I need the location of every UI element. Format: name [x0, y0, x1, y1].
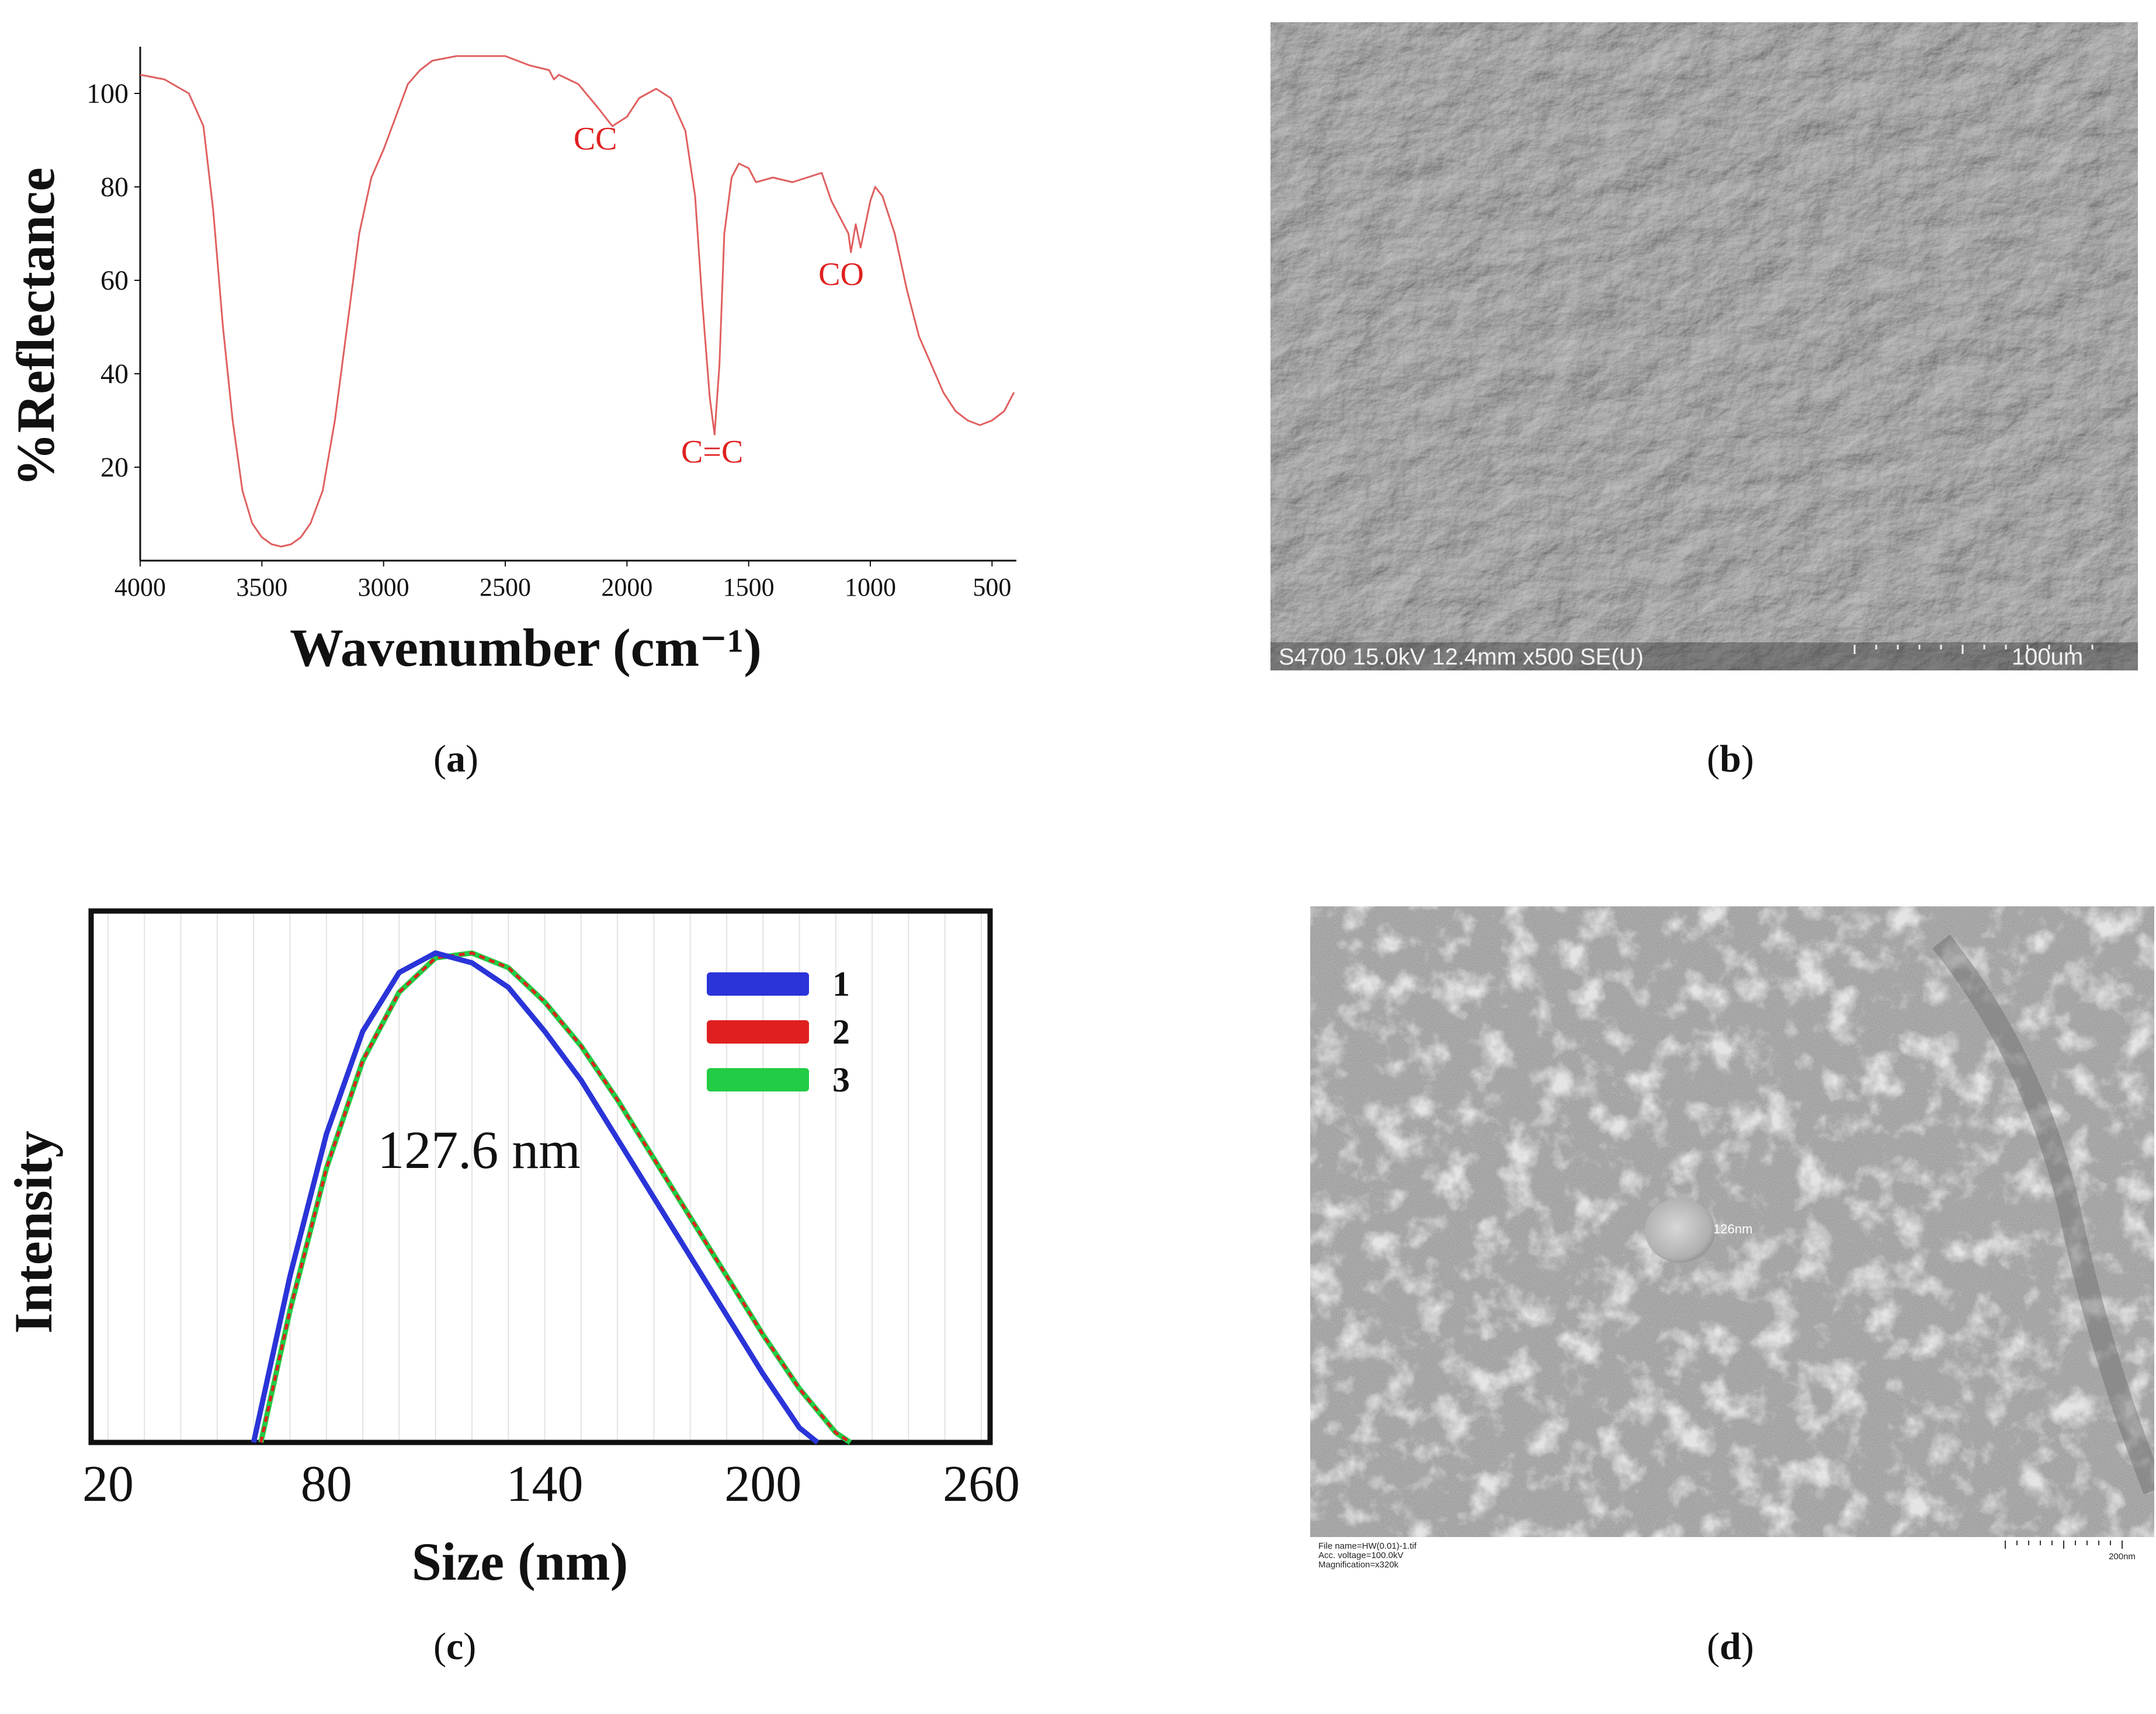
tem-particle: [1645, 1198, 1715, 1263]
dls-legend-label-3: 3: [832, 1061, 850, 1099]
ftir-x-tick-label: 2500: [480, 573, 531, 602]
ftir-x-tick-label: 3000: [358, 573, 409, 602]
dls-legend-swatch-3: [707, 1068, 809, 1091]
dls-chart: 20 80 140 200 260 1 2 3 Intensity Size (nm) 127…: [4, 908, 1020, 1591]
tem-mag-line: Magnification=x320k: [1318, 1560, 1399, 1570]
tem-texture: 126nm File name=HW(0.01)-1.tif Acc. volt…: [1310, 906, 2154, 1578]
dls-xlabel: Size (nm): [412, 1532, 628, 1591]
panel-d-caption: (d): [1707, 1625, 1754, 1668]
ftir-y-tick-label: 80: [100, 172, 129, 203]
dls-plot-frame: [88, 908, 993, 1445]
tem-file-line: File name=HW(0.01)-1.tif: [1318, 1541, 1417, 1551]
sem-scale-label: 100um: [2012, 644, 2083, 670]
ftir-xlabel: Wavenumber (cm⁻¹): [290, 618, 762, 677]
dls-legend-swatch-1: [707, 972, 809, 996]
sem-texture: S4700 15.0kV 12.4mm x500 SE(U) 100um: [1270, 22, 2138, 670]
tem-particle-label: 126nm: [1713, 1222, 1752, 1236]
ftir-chart: 4000 3500 3000 2500 2000 1500 1000 500 20 40 60 80 1…: [6, 47, 1016, 677]
dls-x-tick-label: 260: [943, 1456, 1020, 1513]
sem-scale-bar: [1853, 645, 2093, 654]
dls-x-tick-label: 140: [506, 1456, 584, 1513]
panel-c-dls: 20 80 140 200 260 1 2 3 Intensity Size (nm) 127…: [0, 864, 1040, 1612]
dls-series-2-line: [259, 951, 852, 1444]
ftir-spectrum-line: [140, 55, 1015, 548]
tem-scale-label: 200nm: [2109, 1552, 2136, 1562]
ftir-x-tick-label: 500: [973, 573, 1011, 602]
dls-legend-swatch-2: [707, 1020, 809, 1044]
dls-x-tick-label: 80: [301, 1456, 352, 1513]
panel-c-caption: (c): [433, 1625, 477, 1668]
tem-image: 126nm File name=HW(0.01)-1.tif Acc. volt…: [1310, 906, 2154, 1578]
ftir-x-tick-label: 4000: [114, 573, 166, 602]
ftir-x-tick-label: 1500: [723, 573, 775, 602]
ftir-x-tick-label: 2000: [601, 573, 652, 602]
ftir-ylabel: %Reflectance: [6, 168, 65, 487]
tem-voltage-line: Acc. voltage=100.0kV: [1318, 1550, 1404, 1560]
dls-series-1-line: [251, 950, 820, 1445]
ftir-y-tick-label: 100: [86, 78, 129, 109]
dls-x-tick-label: 200: [724, 1456, 801, 1513]
tem-scale-bar: [2005, 1541, 2123, 1549]
ftir-x-tick-label: 1000: [845, 573, 896, 602]
sem-info-text: S4700 15.0kV 12.4mm x500 SE(U): [1279, 644, 1644, 670]
ftir-y-tick-label: 40: [100, 359, 129, 390]
ftir-x-tick-label: 3500: [236, 573, 287, 602]
dls-ylabel: Intensity: [4, 1131, 63, 1334]
ftir-peak-annotation: C=C: [681, 434, 743, 470]
panel-a-caption: (a): [433, 738, 478, 780]
sem-image: S4700 15.0kV 12.4mm x500 SE(U) 100um: [1270, 22, 2138, 670]
ftir-y-tick-label: 60: [100, 265, 129, 296]
ftir-peak-annotation: CO: [818, 256, 864, 293]
ftir-peak-annotation: CC: [574, 121, 617, 157]
panel-a-ftir: 4000 3500 3000 2500 2000 1500 1000 500 20 40 60 80 1…: [0, 0, 1040, 701]
dls-annotation: 127.6 nm: [377, 1120, 581, 1180]
ftir-y-tick-label: 20: [100, 452, 129, 483]
dls-legend-label-1: 1: [832, 965, 850, 1003]
dls-legend-label-2: 2: [832, 1013, 850, 1051]
dls-x-tick-label: 20: [82, 1456, 134, 1513]
panel-b-caption: (b): [1707, 738, 1754, 780]
